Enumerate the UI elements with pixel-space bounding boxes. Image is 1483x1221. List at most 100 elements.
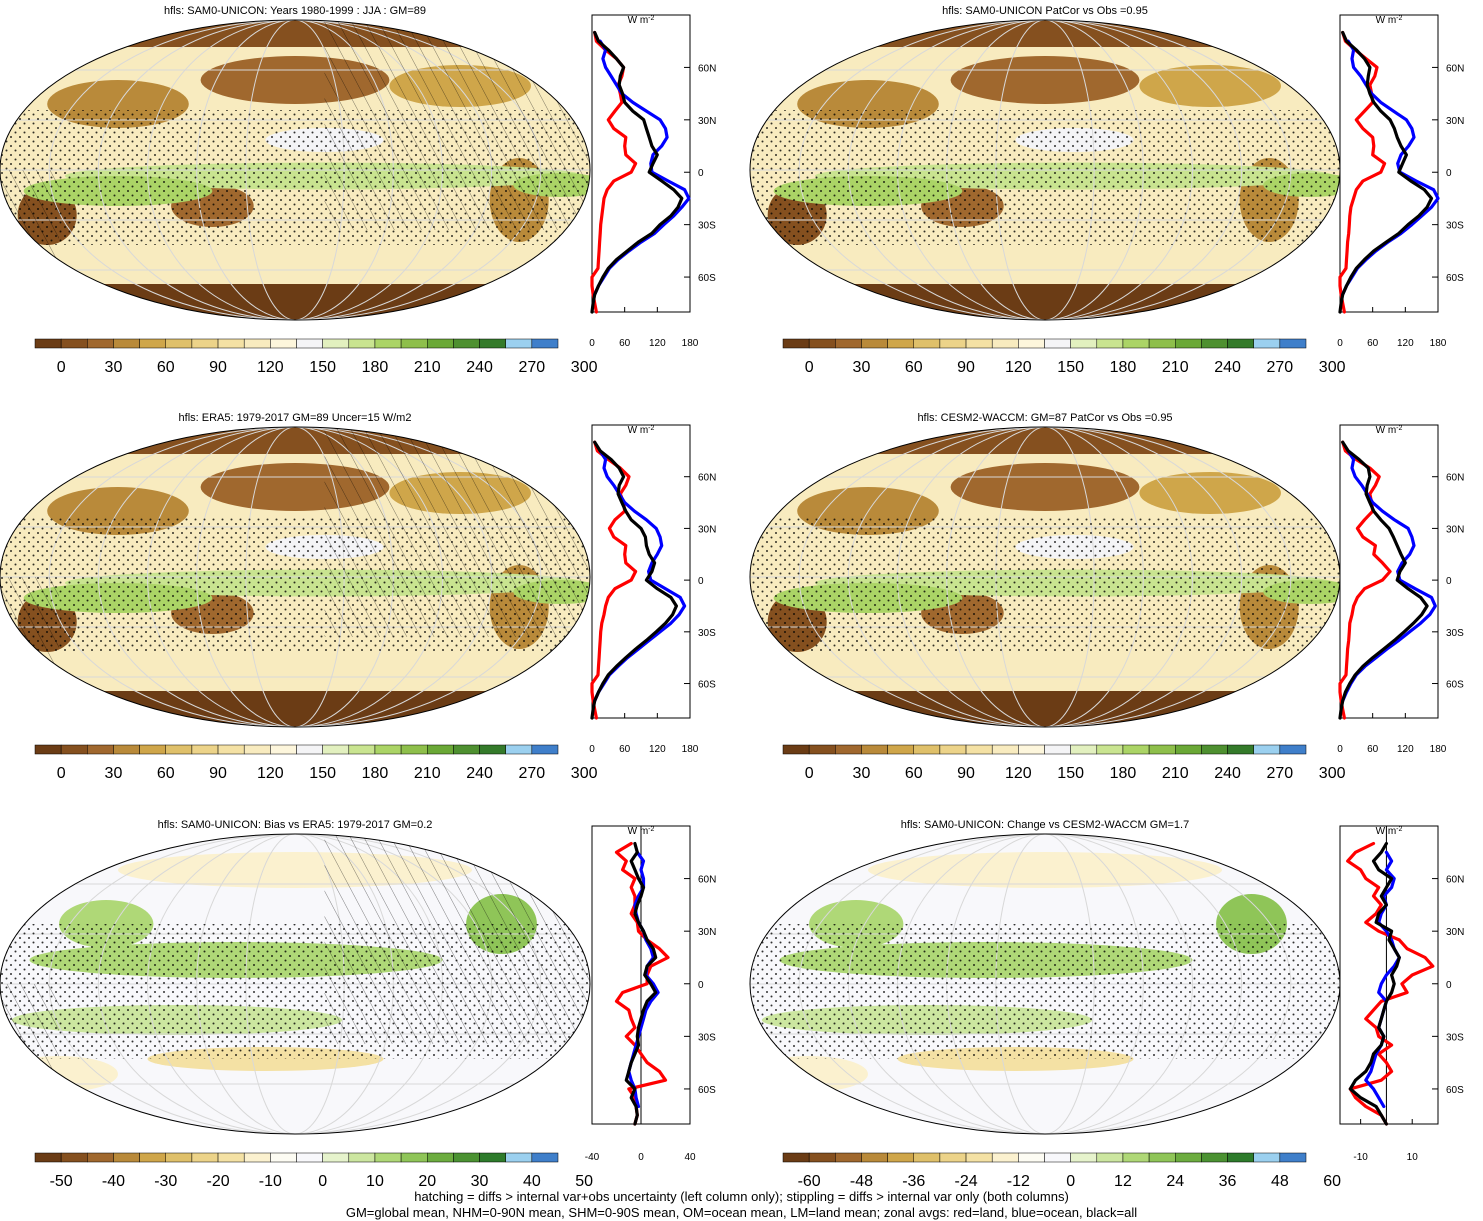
colorbar-swatch — [1201, 339, 1227, 348]
colorbar-label: 270 — [518, 765, 545, 782]
arctic-band — [0, 20, 590, 47]
zonal-profile: W m-2 60N 30N 0 30S 60S 0 60 120 180 — [1337, 15, 1464, 349]
colorbar-label: 270 — [1266, 359, 1293, 376]
colorbar-label: 50 — [575, 1173, 593, 1190]
panel-title: hfls: SAM0-UNICON: Change vs CESM2-WACCM… — [901, 819, 1189, 831]
colorbar-swatch — [1149, 339, 1175, 348]
lat-tick-label: 0 — [698, 980, 704, 991]
hatching — [325, 20, 591, 230]
lat-tick-label: 60N — [698, 473, 716, 484]
colorbar-label: 30 — [853, 359, 871, 376]
x-tick-label: 60 — [619, 338, 631, 349]
colorbar-swatch — [192, 339, 218, 348]
colorbar-label: 0 — [57, 765, 66, 782]
colorbar-swatch — [375, 1153, 401, 1162]
lat-tick-label: 30N — [698, 116, 716, 127]
colorbar-swatch — [1123, 339, 1149, 348]
colorbar-swatch — [1201, 1153, 1227, 1162]
colorbar-swatch — [940, 339, 966, 348]
zonal-profile: W m-260N30N030S60S-10 10 — [1340, 826, 1464, 1163]
lat-tick-label: 30N — [698, 927, 716, 938]
lat-tick-label: 30N — [1446, 116, 1464, 127]
colorbar-swatch — [218, 745, 244, 754]
colorbar-swatch — [783, 1153, 809, 1162]
panel-6: hfls: SAM0-UNICON: Change vs CESM2-WACCM… — [750, 819, 1464, 1190]
colorbar-swatch — [166, 1153, 192, 1162]
hatching — [325, 427, 591, 637]
colorbar-swatch — [323, 1153, 349, 1162]
colorbar-swatch — [218, 339, 244, 348]
colorbar-label: -10 — [259, 1173, 282, 1190]
x-tick-label: 40 — [684, 1152, 696, 1163]
panel-title: hfls: SAM0-UNICON: Bias vs ERA5: 1979-20… — [158, 819, 433, 831]
colorbar-swatch — [35, 339, 61, 348]
colorbar-swatch — [480, 745, 506, 754]
colorbar-label: 180 — [362, 765, 389, 782]
colorbar-swatch — [506, 745, 532, 754]
colorbar-label: 20 — [418, 1173, 436, 1190]
colorbar-swatch — [35, 1153, 61, 1162]
colorbar-label: 90 — [209, 765, 227, 782]
colorbar-swatch — [809, 1153, 835, 1162]
colorbar-swatch — [87, 745, 113, 754]
colorbar-label: 60 — [157, 359, 175, 376]
map-field — [750, 834, 1340, 1134]
colorbar-swatch — [1280, 1153, 1306, 1162]
colorbar-swatch — [323, 339, 349, 348]
colorbar: 0 30 60 90 120 150 180 210 240 270 300 — [783, 745, 1346, 782]
colorbar: 0 30 60 90 120 150 180 210 240 270 300 — [35, 745, 598, 782]
colorbar-swatch — [192, 1153, 218, 1162]
panel-title: hfls: SAM0-UNICON PatCor vs Obs =0.95 — [942, 5, 1148, 17]
colorbar-swatch — [532, 1153, 558, 1162]
lat-tick-label: 60N — [1446, 473, 1464, 484]
x-tick-label: 180 — [682, 338, 699, 349]
colorbar-swatch — [835, 745, 861, 754]
colorbar-swatch — [1228, 745, 1254, 754]
colorbar-swatch — [1097, 1153, 1123, 1162]
colorbar-swatch — [453, 339, 479, 348]
colorbar-swatch — [113, 339, 139, 348]
colorbar-swatch — [861, 745, 887, 754]
lat-tick-label: 0 — [698, 168, 704, 179]
panel-title: hfls: SAM0-UNICON: Years 1980-1999 : JJA… — [164, 5, 426, 17]
lat-tick-label: 60S — [698, 680, 716, 691]
x-tick-label: 120 — [1397, 338, 1414, 349]
colorbar-label: 150 — [1057, 765, 1084, 782]
colorbar-label: 30 — [853, 765, 871, 782]
stippling — [750, 110, 1340, 245]
colorbar-swatch — [87, 339, 113, 348]
colorbar-label: 150 — [309, 765, 336, 782]
colorbar-swatch — [1175, 339, 1201, 348]
lat-tick-label: 30N — [698, 524, 716, 535]
north-america-region — [1139, 65, 1281, 107]
colorbar-swatch — [1045, 339, 1071, 348]
colorbar-swatch — [113, 745, 139, 754]
colorbar-label: 90 — [957, 359, 975, 376]
colorbar-swatch — [1254, 745, 1280, 754]
x-tick-label: -40 — [585, 1152, 600, 1163]
colorbar-swatch — [401, 339, 427, 348]
hatching — [0, 984, 59, 1089]
colorbar-label: 60 — [905, 359, 923, 376]
panel-3: hfls: ERA5: 1979-2017 GM=89 Uncer=15 W/m… — [0, 412, 716, 782]
colorbar-swatch — [1045, 1153, 1071, 1162]
colorbar-label: -50 — [50, 1173, 73, 1190]
colorbar-swatch — [940, 1153, 966, 1162]
colorbar-swatch — [427, 1153, 453, 1162]
lat-tick-label: 0 — [1446, 576, 1452, 587]
lat-tick-label: 30N — [1446, 927, 1464, 938]
map-field — [0, 834, 590, 1134]
x-tick-label: 0 — [589, 744, 595, 755]
colorbar-swatch — [140, 1153, 166, 1162]
colorbar: 0 30 60 90 120 150 180 210 240 270 300 — [35, 339, 598, 376]
colorbar-swatch — [809, 745, 835, 754]
colorbar-swatch — [297, 1153, 323, 1162]
colorbar-swatch — [427, 745, 453, 754]
lat-tick-label: 60N — [698, 63, 716, 74]
colorbar-swatch — [1018, 1153, 1044, 1162]
colorbar-swatch — [166, 745, 192, 754]
colorbar-label: 210 — [414, 765, 441, 782]
footer-note-legend: GM=global mean, NHM=0-90N mean, SHM=0-90… — [0, 1205, 1483, 1220]
lat-tick-label: 0 — [698, 576, 704, 587]
